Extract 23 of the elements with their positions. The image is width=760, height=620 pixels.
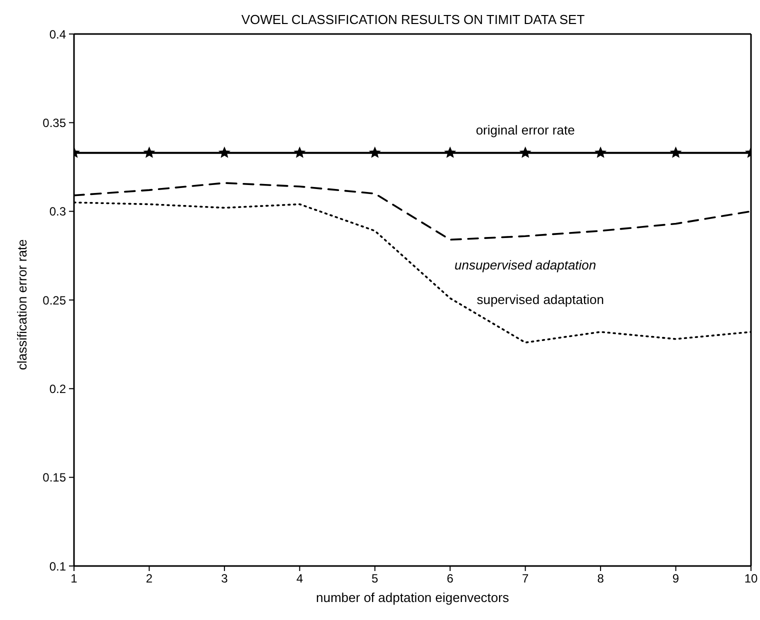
x-tick-label: 3	[221, 572, 228, 586]
x-tick-label: 1	[70, 572, 78, 586]
y-tick-label: 0.4	[49, 27, 66, 42]
chart-title: VOWEL CLASSIFICATION RESULTS ON TIMIT DATA SET	[240, 12, 586, 27]
x-tick-label: 2	[146, 572, 153, 586]
y-tick-label: 0.2	[49, 382, 66, 396]
x-tick-label: 5	[372, 572, 379, 586]
y-tick-label: 0.25	[42, 293, 66, 308]
x-tick-label: 4	[296, 572, 304, 586]
x-tick-label: 8	[597, 572, 604, 586]
x-axis-title: number of adptation eigenvectors	[316, 590, 510, 605]
series-label: supervised adaptation	[476, 292, 604, 307]
y-tick-label: 0.3	[49, 204, 66, 219]
x-tick-label: 6	[446, 572, 454, 586]
y-tick-label: 0.1	[49, 559, 66, 574]
y-axis-title: classification error rate	[14, 239, 30, 370]
x-tick-label: 10	[744, 572, 758, 586]
series-label: original error rate	[476, 122, 575, 138]
x-tick-label: 9	[672, 572, 680, 586]
x-tick-label: 7	[522, 572, 529, 586]
y-tick-label: 0.15	[42, 470, 66, 485]
series-label: unsupervised adaptation	[454, 258, 596, 273]
y-tick-label: 0.35	[42, 116, 66, 130]
